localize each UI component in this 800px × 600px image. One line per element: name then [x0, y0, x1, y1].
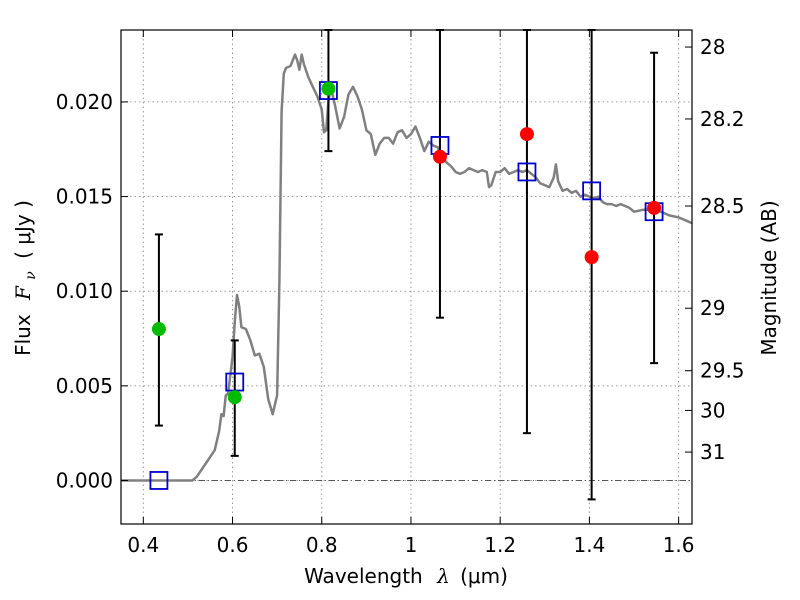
x-tick-label: 1.6 — [663, 533, 695, 557]
y-tick-label: 0.015 — [56, 185, 113, 209]
model-photometry-squares — [149, 81, 664, 490]
observed-points — [151, 81, 662, 405]
y-axis-title-subscript: ν — [23, 271, 39, 280]
right-axis-title: Magnitude (AB) — [757, 200, 781, 355]
plot-frame — [120, 29, 693, 525]
y-axis-title-symbol: F — [11, 285, 35, 301]
y-axis-title: Flux F ν ( μJy ) — [11, 200, 40, 356]
x-tick-label: 1.4 — [573, 533, 605, 557]
axis-ticks: 0.4 0.6 0.8 1 1.2 1.4 1.6 0.000 0.005 0.010 0.015 0… — [56, 30, 745, 557]
y-tick-label: 0.005 — [56, 374, 113, 398]
model-flux-square — [582, 181, 602, 201]
right-axis-tick-label: 29 — [700, 296, 725, 320]
right-axis-tick-label: 29.5 — [700, 359, 745, 383]
red-data-point — [647, 200, 662, 215]
x-axis-title-symbol: λ — [436, 564, 450, 588]
x-tick-label: 0.4 — [127, 533, 159, 557]
right-axis-tick-label: 28.5 — [700, 194, 745, 218]
x-tick-label: 1 — [405, 533, 418, 557]
red-data-point — [432, 149, 447, 164]
model-flux-square — [517, 162, 537, 182]
right-axis-tick-label: 30 — [700, 398, 725, 422]
error-bars — [154, 29, 659, 501]
x-tick-label: 0.8 — [306, 533, 338, 557]
x-axis-title: Wavelength λ (μm) — [304, 564, 508, 588]
red-data-point — [584, 250, 599, 265]
y-axis-title-unit: ( μJy ) — [11, 200, 35, 259]
grid — [121, 30, 692, 524]
y-tick-label: 0.010 — [56, 279, 113, 303]
x-axis-title-text: Wavelength — [304, 564, 423, 588]
right-axis-tick-label: 28 — [700, 35, 725, 59]
right-axis-tick-label: 31 — [700, 440, 725, 464]
green-data-point — [321, 81, 336, 96]
x-tick-label: 0.6 — [217, 533, 249, 557]
model-spectrum-layer — [121, 53, 693, 482]
model-spectrum-line — [121, 53, 693, 482]
x-axis-title-unit: (μm) — [460, 564, 508, 588]
model-flux-square — [149, 471, 169, 490]
x-tick-label: 1.2 — [484, 533, 516, 557]
y-tick-label: 0.020 — [56, 90, 113, 114]
y-tick-label: 0.000 — [56, 468, 113, 492]
y-axis-title-text: Flux — [11, 314, 35, 356]
red-data-point — [519, 127, 534, 142]
green-data-point — [227, 390, 242, 405]
right-axis-tick-label: 28.2 — [700, 107, 745, 131]
green-data-point — [151, 322, 166, 337]
